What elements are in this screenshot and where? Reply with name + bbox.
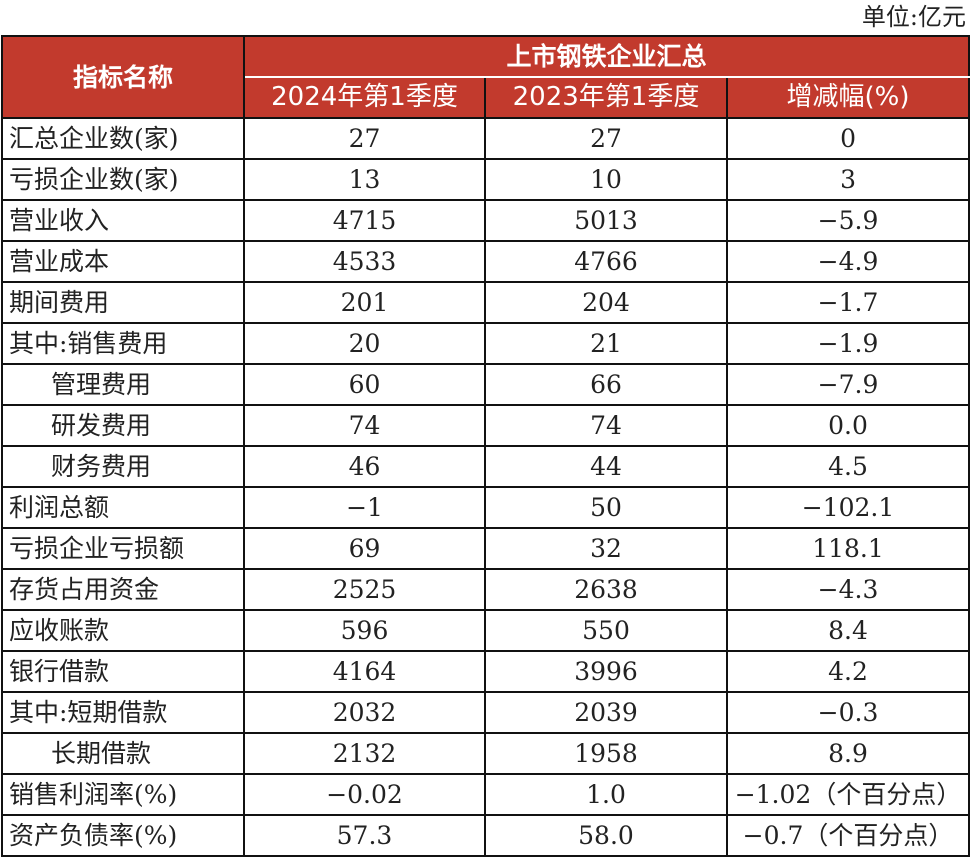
value-change: 8.4 [725, 609, 971, 652]
value-change: −7.9 [725, 363, 971, 406]
value-2023: 50 [484, 486, 728, 529]
table-row: 研发费用 74 74 0.0 [1, 404, 971, 447]
table-row: 亏损企业数(家) 13 10 3 [1, 158, 971, 201]
value-2023: 1.0 [484, 773, 728, 816]
value-2024: 46 [243, 445, 486, 488]
row-name: 管理费用 [1, 363, 245, 406]
header-2023q1: 2023年第1季度 [484, 76, 728, 119]
row-name: 销售利润率(%) [1, 773, 245, 816]
value-change: 4.5 [725, 445, 971, 488]
value-change: −1.7 [725, 281, 971, 324]
table-row: 管理费用 60 66 −7.9 [1, 363, 971, 406]
value-2024: 4715 [243, 199, 486, 242]
row-name: 亏损企业亏损额 [1, 527, 245, 570]
value-2024: 596 [243, 609, 486, 652]
value-2024: 60 [243, 363, 486, 406]
row-name: 营业成本 [1, 240, 245, 283]
table-row: 利润总额 −1 50 −102.1 [1, 486, 971, 529]
table-row: 期间费用 201 204 −1.7 [1, 281, 971, 324]
table-row: 其中:短期借款 2032 2039 −0.3 [1, 691, 971, 734]
value-2024: 57.3 [243, 814, 486, 857]
table-row: 应收账款 596 550 8.4 [1, 609, 971, 652]
table-row: 其中:销售费用 20 21 −1.9 [1, 322, 971, 365]
row-name: 亏损企业数(家) [1, 158, 245, 201]
value-2023: 4766 [484, 240, 728, 283]
value-2024: 20 [243, 322, 486, 365]
row-name: 财务费用 [1, 445, 245, 488]
table-row: 亏损企业亏损额 69 32 118.1 [1, 527, 971, 570]
value-2024: 2525 [243, 568, 486, 611]
table-row: 资产负债率(%) 57.3 58.0 −0.7（个百分点） [1, 814, 971, 857]
value-2023: 1958 [484, 732, 728, 775]
value-2024: 69 [243, 527, 486, 570]
value-change: −1.02（个百分点） [725, 773, 971, 816]
row-name: 汇总企业数(家) [1, 117, 245, 160]
value-2023: 66 [484, 363, 728, 406]
value-2023: 10 [484, 158, 728, 201]
value-2023: 74 [484, 404, 728, 447]
value-change: −0.3 [725, 691, 971, 734]
header-indicator-name: 指标名称 [1, 35, 245, 119]
value-2024: −0.02 [243, 773, 486, 816]
table-row: 财务费用 46 44 4.5 [1, 445, 971, 488]
value-2024: 2032 [243, 691, 486, 734]
value-2023: 58.0 [484, 814, 728, 857]
header-2024q1: 2024年第1季度 [243, 76, 486, 119]
value-2024: 2132 [243, 732, 486, 775]
unit-label: 单位:亿元 [861, 3, 966, 31]
value-2023: 3996 [484, 650, 728, 693]
row-name: 银行借款 [1, 650, 245, 693]
table-row: 营业收入 4715 5013 −5.9 [1, 199, 971, 242]
value-2023: 204 [484, 281, 728, 324]
value-change: 3 [725, 158, 971, 201]
table-row: 长期借款 2132 1958 8.9 [1, 732, 971, 775]
header-group: 上市钢铁企业汇总 [242, 35, 971, 78]
table-row: 存货占用资金 2525 2638 −4.3 [1, 568, 971, 611]
value-2023: 2638 [484, 568, 728, 611]
row-name: 存货占用资金 [1, 568, 245, 611]
row-name: 应收账款 [1, 609, 245, 652]
value-2023: 21 [484, 322, 728, 365]
value-2023: 2039 [484, 691, 728, 734]
value-change: 4.2 [725, 650, 971, 693]
value-2023: 550 [484, 609, 728, 652]
value-change: −5.9 [725, 199, 971, 242]
value-change: −4.9 [725, 240, 971, 283]
value-change: 118.1 [725, 527, 971, 570]
steel-enterprises-table: 指标名称 上市钢铁企业汇总 2024年第1季度 2023年第1季度 增减幅(%)… [1, 35, 971, 857]
row-name: 利润总额 [1, 486, 245, 529]
row-name: 其中:销售费用 [1, 322, 245, 365]
value-2024: 4164 [243, 650, 486, 693]
value-change: −0.7（个百分点） [725, 814, 971, 857]
value-change: −4.3 [725, 568, 971, 611]
table-row: 营业成本 4533 4766 −4.9 [1, 240, 971, 283]
row-name: 期间费用 [1, 281, 245, 324]
value-change: −102.1 [725, 486, 971, 529]
table-row: 汇总企业数(家) 27 27 0 [1, 117, 971, 160]
table-row: 销售利润率(%) −0.02 1.0 −1.02（个百分点） [1, 773, 971, 816]
row-name: 长期借款 [1, 732, 245, 775]
value-change: 0.0 [725, 404, 971, 447]
row-name: 资产负债率(%) [1, 814, 245, 857]
value-change: 0 [725, 117, 971, 160]
value-change: −1.9 [725, 322, 971, 365]
table-row: 银行借款 4164 3996 4.2 [1, 650, 971, 693]
row-name: 其中:短期借款 [1, 691, 245, 734]
value-2024: 201 [243, 281, 486, 324]
header-change: 增减幅(%) [725, 76, 971, 119]
value-2023: 5013 [484, 199, 728, 242]
row-name: 营业收入 [1, 199, 245, 242]
value-2024: −1 [243, 486, 486, 529]
value-2024: 27 [243, 117, 486, 160]
value-change: 8.9 [725, 732, 971, 775]
value-2023: 32 [484, 527, 728, 570]
value-2024: 13 [243, 158, 486, 201]
value-2023: 44 [484, 445, 728, 488]
value-2023: 27 [484, 117, 728, 160]
value-2024: 74 [243, 404, 486, 447]
row-name: 研发费用 [1, 404, 245, 447]
value-2024: 4533 [243, 240, 486, 283]
